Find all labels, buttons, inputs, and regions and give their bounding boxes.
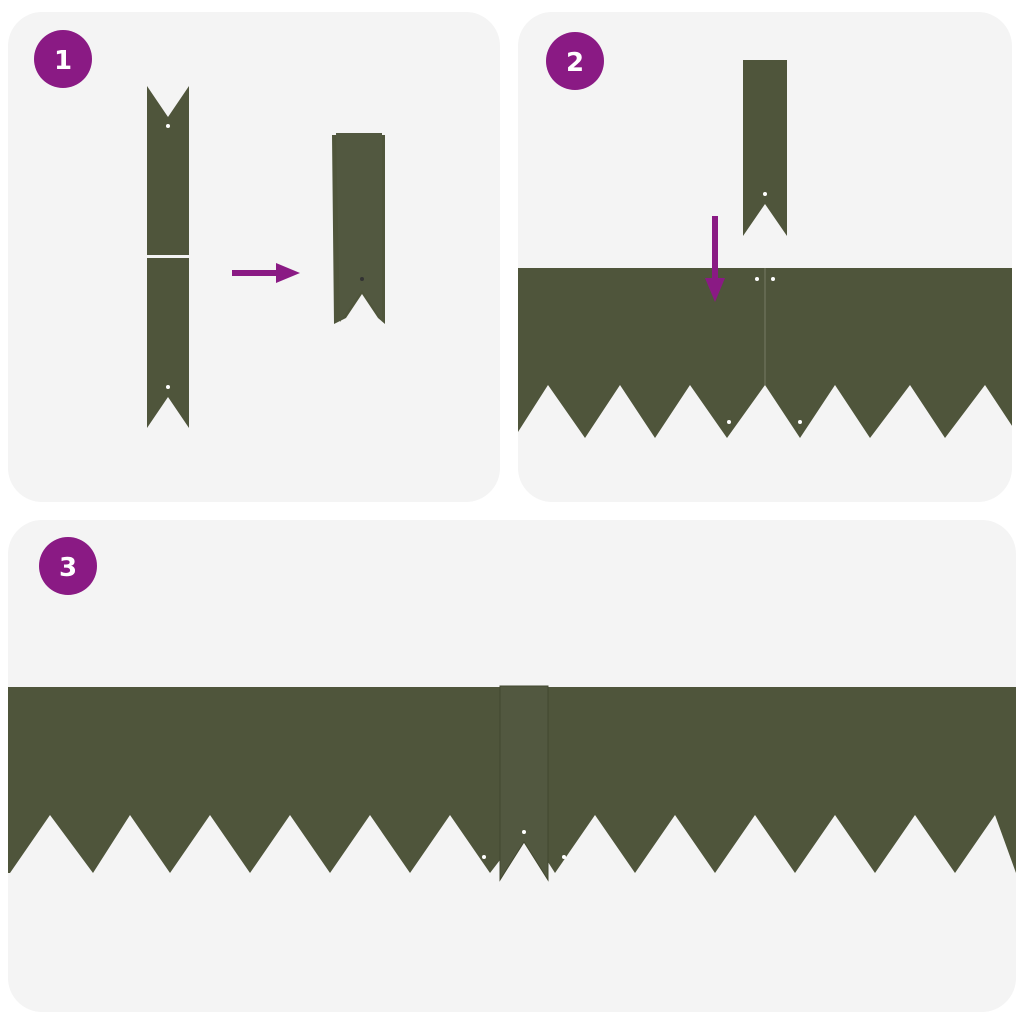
step-2-number: 2 bbox=[566, 48, 584, 78]
step-1-number: 1 bbox=[54, 46, 72, 76]
arrow-right-icon bbox=[232, 263, 300, 283]
arrow-down-icon bbox=[705, 216, 725, 302]
lawn-edging-icon bbox=[518, 268, 1012, 438]
stake-icon bbox=[743, 60, 787, 236]
folded-stake-icon bbox=[332, 133, 385, 324]
step-1-panel: 1 bbox=[8, 12, 500, 502]
step-2-panel: 2 bbox=[518, 12, 1012, 502]
step-1-badge: 1 bbox=[34, 30, 92, 88]
step-3-badge: 3 bbox=[39, 537, 97, 595]
assembled-lawn-edging-icon bbox=[8, 685, 1016, 882]
step-3-number: 3 bbox=[59, 553, 77, 583]
step-3-panel: 3 bbox=[8, 520, 1016, 1012]
stake-pieces-icon bbox=[147, 86, 189, 428]
step-2-badge: 2 bbox=[546, 32, 604, 90]
